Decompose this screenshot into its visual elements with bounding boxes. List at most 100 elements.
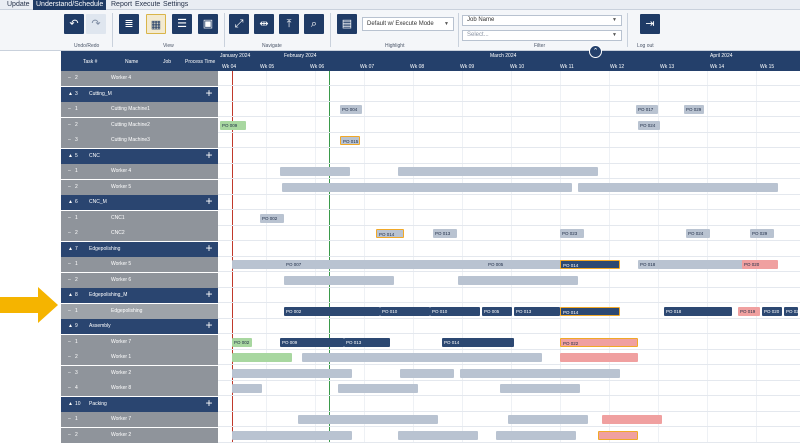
schedule-bar[interactable]	[282, 182, 572, 192]
collapse-ribbon-button[interactable]: ⌃	[589, 45, 602, 58]
table-row[interactable]: ▲ 6 CNC_M +	[61, 195, 800, 210]
expand-toggle-icon[interactable]: ▲	[68, 400, 73, 407]
table-row[interactable]: –2 Worker 5	[61, 179, 800, 195]
schedule-bar[interactable]: PO 014	[376, 229, 404, 238]
row-header[interactable]: –1 Worker 4	[61, 164, 218, 179]
add-row-button[interactable]: +	[205, 287, 213, 301]
row-header[interactable]: –1 Worker 5	[61, 257, 218, 272]
menu-update[interactable]: Update	[7, 1, 30, 8]
row-header[interactable]: –1 Worker 7	[61, 334, 218, 350]
schedule-bar[interactable]: PO 029	[750, 229, 774, 238]
row-header[interactable]: ▲ 10 Packing +	[61, 395, 218, 412]
schedule-bar[interactable]: PO 009	[220, 120, 246, 130]
schedule-bar[interactable]: PO 014	[560, 260, 620, 269]
calendar-view-icon[interactable]: ▣	[198, 14, 218, 34]
schedule-bar[interactable]: PO 014	[560, 306, 620, 316]
expand-toggle-icon[interactable]: –	[68, 75, 71, 81]
col-name[interactable]: Name	[125, 59, 139, 65]
schedule-bar[interactable]	[400, 368, 454, 378]
expand-toggle-icon[interactable]: ▲	[68, 292, 73, 298]
schedule-bar[interactable]: PO 002	[284, 306, 380, 316]
row-header[interactable]: ▲ 8 Edgepolishing_M +	[61, 288, 218, 303]
schedule-bar[interactable]: PO 002	[232, 337, 252, 347]
schedule-bar[interactable]: PO 013	[433, 229, 457, 238]
expand-toggle-icon[interactable]: –	[68, 276, 71, 283]
schedule-bar[interactable]: PO 024	[638, 120, 660, 130]
schedule-bar[interactable]: PO 020	[762, 306, 782, 316]
schedule-bar[interactable]: PO 007	[284, 260, 304, 269]
logout-icon[interactable]: ⇥	[640, 14, 660, 34]
schedule-bar[interactable]	[602, 415, 662, 424]
row-header[interactable]: –3 Cutting Machine3	[61, 133, 218, 148]
row-header[interactable]: ▲ 5 CNC +	[61, 147, 218, 164]
table-row[interactable]: ▲ 5 CNC +	[61, 147, 800, 164]
highlight-mode-select[interactable]: Default w/ Execute Mode ▼	[362, 17, 454, 31]
expand-toggle-icon[interactable]: ▲	[68, 152, 73, 159]
row-header[interactable]: –1 CNC1	[61, 210, 218, 226]
add-row-button[interactable]: +	[205, 395, 213, 410]
add-row-button[interactable]: +	[205, 240, 213, 255]
search-zoom-icon[interactable]: ⌕	[304, 14, 324, 34]
add-row-button[interactable]: +	[205, 85, 213, 100]
table-row[interactable]: –1 Worker 5 PO 007 PO 005 PO 014 PO 018 PO 020	[61, 257, 800, 272]
row-header[interactable]: –1 Cutting Machine1	[61, 102, 218, 117]
table-row[interactable]: ▲ 9 Assembly +	[61, 319, 800, 334]
row-header[interactable]: –4 Worker 8	[61, 381, 218, 396]
schedule-bar[interactable]	[508, 415, 588, 424]
table-row[interactable]: ▲ 10 Packing +	[61, 395, 800, 412]
gantt-view-icon[interactable]: ▦	[146, 14, 166, 34]
schedule-bar[interactable]: PO 015	[340, 136, 360, 145]
table-row[interactable]: –2 Worker 2	[61, 427, 800, 443]
add-row-button[interactable]: +	[205, 147, 213, 162]
schedule-bar[interactable]	[232, 384, 262, 393]
table-row[interactable]: ▲ 7 Edgepolishing +	[61, 240, 800, 257]
row-header[interactable]: –2 Worker 5	[61, 179, 218, 195]
schedule-bar[interactable]	[302, 353, 542, 362]
list-view-icon[interactable]: ☰	[172, 14, 192, 34]
menu-report[interactable]: Report	[111, 1, 133, 8]
col-job[interactable]: Job	[163, 59, 172, 65]
row-header[interactable]: –2 CNC2	[61, 226, 218, 241]
col-process-time[interactable]: Process Time	[185, 59, 216, 65]
schedule-bar[interactable]	[496, 430, 576, 440]
expand-toggle-icon[interactable]: –	[68, 168, 71, 174]
expand-toggle-icon[interactable]: –	[68, 431, 71, 438]
schedule-bar[interactable]: PO 022	[560, 337, 638, 347]
schedule-bar[interactable]	[500, 384, 580, 393]
expand-toggle-icon[interactable]: –	[68, 230, 71, 236]
expand-icon[interactable]: ⤢	[229, 14, 249, 34]
table-row[interactable]: –1 CNC1 PO 002	[61, 210, 800, 226]
row-header[interactable]: –1 Edgepolishing	[61, 303, 218, 319]
row-header[interactable]: ▲ 6 CNC_M +	[61, 195, 218, 210]
redo-icon[interactable]: ↷	[86, 14, 106, 34]
table-row[interactable]: –2 Cutting Machine2 PO 009 PO 024	[61, 117, 800, 133]
table-row[interactable]: –1 Edgepolishing PO 002 PO 010 PO 010 PO 005 P…	[61, 303, 800, 319]
schedule-bar[interactable]	[578, 182, 778, 192]
schedule-bar[interactable]	[598, 430, 638, 440]
schedule-bar[interactable]	[398, 430, 478, 440]
schedule-bar[interactable]: PO 013	[514, 306, 560, 316]
schedule-bar[interactable]: PO 009	[280, 337, 344, 347]
add-row-button[interactable]: +	[205, 318, 213, 332]
table-row[interactable]: –1 Cutting Machine1 PO 004 PO 017 PO 029	[61, 102, 800, 117]
schedule-bar[interactable]	[280, 167, 350, 176]
add-row-button[interactable]: +	[205, 194, 213, 208]
row-header[interactable]: ▲ 3 Cutting_M +	[61, 85, 218, 102]
table-row[interactable]: –4 Worker 8	[61, 381, 800, 396]
schedule-bar[interactable]: PO 024	[784, 306, 798, 316]
schedule-bar[interactable]: PO 004	[340, 105, 362, 114]
highlight-icon[interactable]: ▤	[337, 14, 357, 34]
menu-understand-schedule[interactable]: Understand/Schedule	[33, 0, 107, 10]
filter-select[interactable]: Select... ▼	[462, 30, 622, 41]
schedule-bar[interactable]: PO 018	[638, 260, 758, 269]
expand-toggle-icon[interactable]: –	[68, 369, 71, 376]
table-row[interactable]: –2 Worker 6	[61, 272, 800, 288]
schedule-bar[interactable]	[338, 384, 418, 393]
expand-toggle-icon[interactable]: –	[68, 214, 71, 221]
expand-toggle-icon[interactable]: –	[68, 106, 71, 112]
schedule-bar[interactable]: PO 018	[664, 306, 732, 316]
row-header[interactable]: –1 Worker 7	[61, 412, 218, 427]
expand-toggle-icon[interactable]: –	[68, 261, 71, 267]
table-row[interactable]: –1 Worker 7	[61, 412, 800, 427]
schedule-bar[interactable]: PO 019	[738, 306, 760, 316]
